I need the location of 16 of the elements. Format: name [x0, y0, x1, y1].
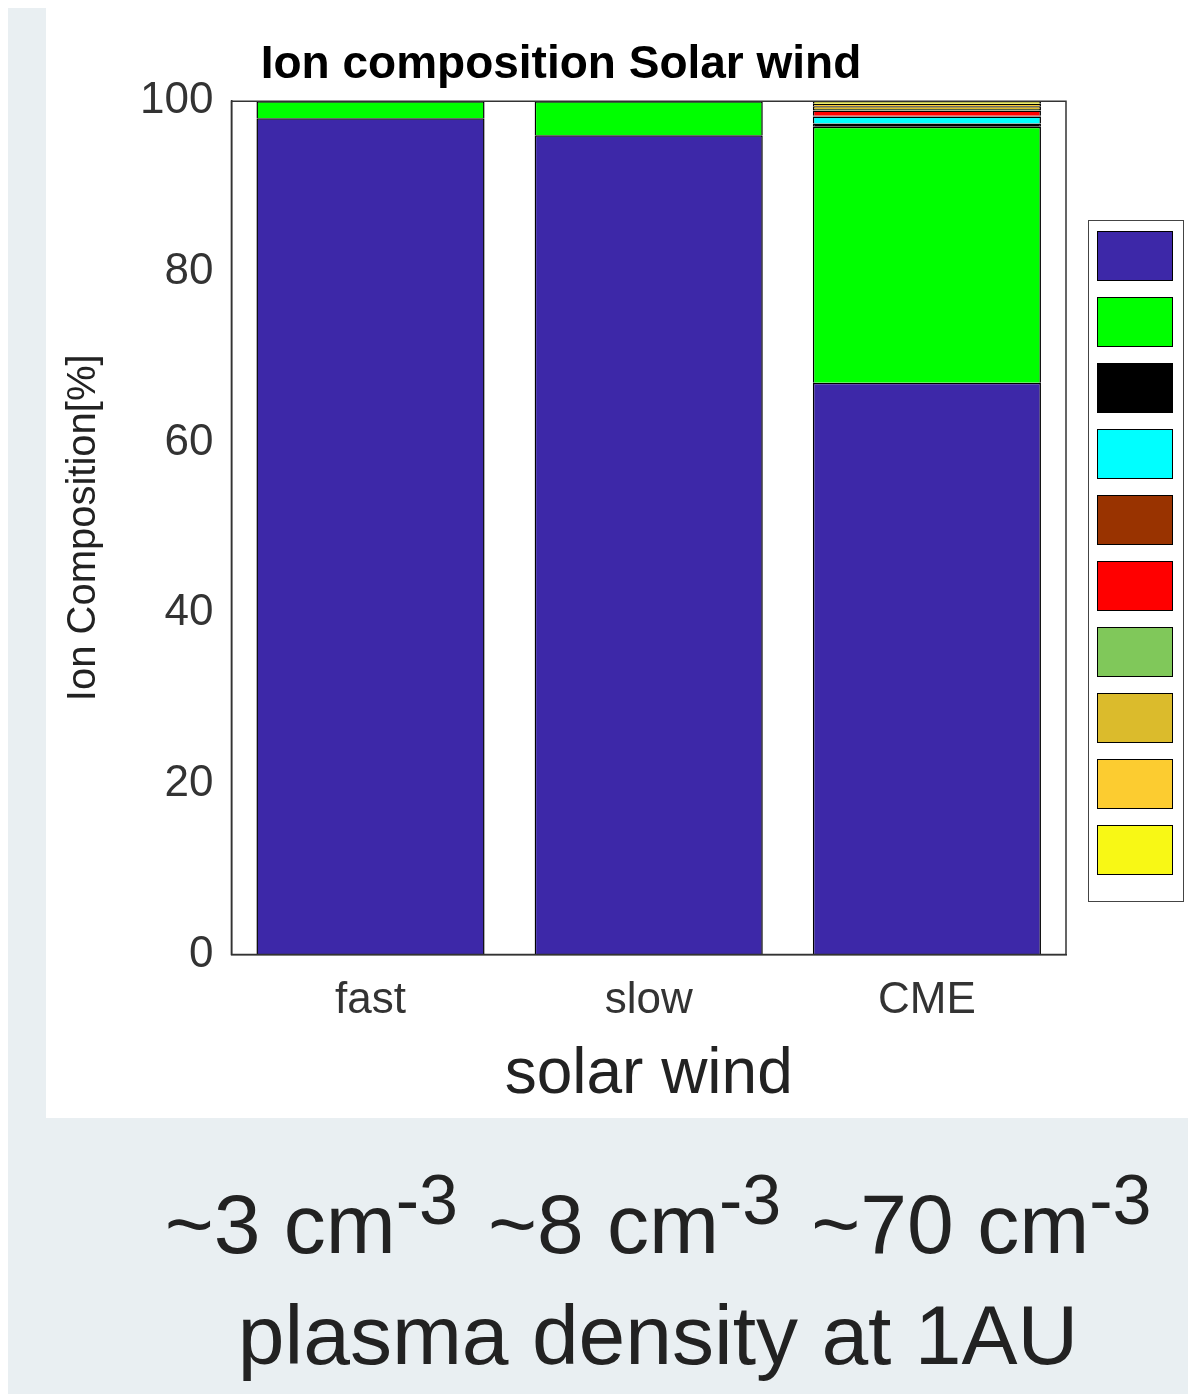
- y-tick-label: 20: [164, 755, 214, 805]
- text: plasma density at 1AU: [237, 1286, 1079, 1384]
- y-tick-label: 60: [164, 414, 214, 464]
- y-tick-label: 80: [164, 243, 214, 293]
- y-axis-title: Ion Composition[%]: [59, 354, 104, 702]
- x-tick-label: fast: [335, 972, 406, 1022]
- chart-title: Ion composition Solar wind: [260, 36, 862, 89]
- x-tick-label: CME: [878, 972, 976, 1022]
- x-axis-title: solar wind: [504, 1035, 793, 1108]
- text: ~70 cm$^{-3}$: [811, 1160, 1152, 1273]
- x-tick-label: slow: [604, 972, 693, 1022]
- y-tick-label: 100: [139, 73, 214, 123]
- text: ~3 cm$^{-3}$: [164, 1160, 458, 1273]
- y-tick-label: 40: [164, 585, 214, 635]
- text: ~8 cm$^{-3}$: [487, 1160, 782, 1273]
- y-tick-label: 0: [188, 926, 214, 976]
